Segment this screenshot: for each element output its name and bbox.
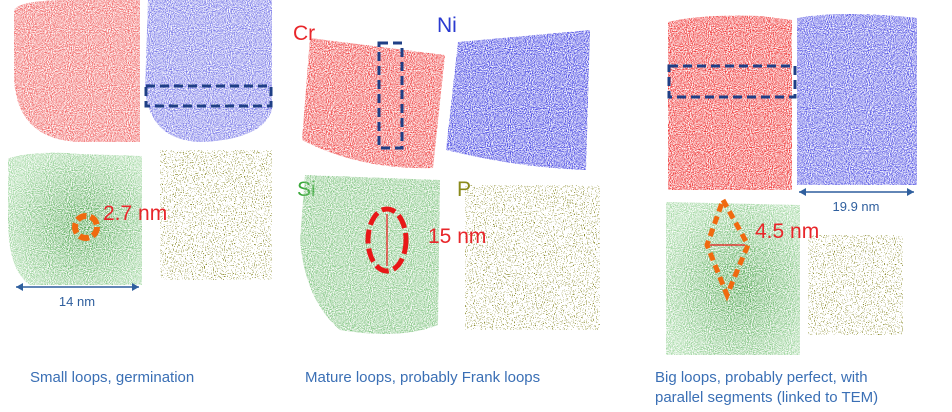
caption: Mature loops, probably Frank loops <box>305 369 540 386</box>
selection-box <box>667 64 797 99</box>
size-label: 15 nm <box>428 225 486 248</box>
cr-cloud <box>302 38 445 169</box>
caption-line: parallel segments (linked to TEM) <box>655 389 878 406</box>
loop-marker <box>72 213 100 241</box>
cr-cloud <box>14 0 140 142</box>
p-cloud <box>808 235 903 335</box>
caption: Small loops, germination <box>30 369 194 386</box>
scale-label: 14 nm <box>59 294 95 309</box>
scale-label: 19.9 nm <box>833 199 880 214</box>
element-label: Cr <box>293 22 315 45</box>
selection-box <box>377 41 404 150</box>
ni-cloud <box>797 14 917 185</box>
selection-box <box>144 84 273 108</box>
panel-big-loops: 19.9 nm 4.5 nm Big loops, probably perfe… <box>655 14 917 406</box>
cr-cloud <box>668 15 792 190</box>
caption-line: Big loops, probably perfect, with <box>655 369 868 386</box>
loop-marker <box>704 193 751 302</box>
si-cloud <box>666 202 800 355</box>
panel-mature-loops: Cr Ni Si P 15 nm Mature loops, probably … <box>293 14 600 386</box>
ni-cloud <box>145 0 272 142</box>
size-label: 2.7 nm <box>103 202 167 225</box>
p-cloud <box>465 185 600 330</box>
ni-cloud <box>446 30 590 170</box>
panel-small-loops: 2.7 nm 14 nm Small loops, germination <box>8 0 273 386</box>
size-label: 4.5 nm <box>755 220 819 243</box>
loop-marker <box>365 206 409 274</box>
si-cloud <box>8 152 142 285</box>
p-cloud <box>160 150 272 280</box>
element-label: Ni <box>437 14 457 37</box>
